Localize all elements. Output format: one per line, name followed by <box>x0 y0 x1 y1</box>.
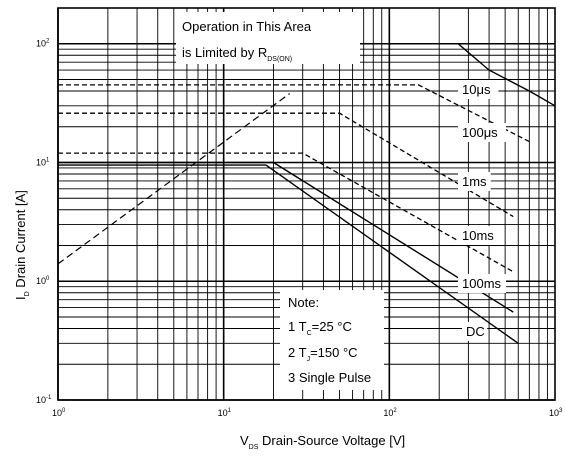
series-dc-line <box>58 164 519 344</box>
curve-label-bg <box>458 80 499 99</box>
curve-label-bg <box>458 123 506 142</box>
y-tick-label: 10-1 <box>36 395 52 405</box>
grid <box>57 7 556 401</box>
x-tick-label: 103 <box>549 408 563 418</box>
curve-label-10ms: 10ms <box>462 228 494 243</box>
note-line-2: 2 TJ=150 °C <box>288 345 358 363</box>
series-1ms-line <box>58 112 514 218</box>
curve-label-bg <box>458 226 499 245</box>
note-title: Note: <box>288 295 319 310</box>
curve-label-100s: 100μs <box>462 125 498 140</box>
note-line-1: 1 TC=25 °C <box>288 319 352 337</box>
rdson-annotation: Operation in This Area is Limited by RDS… <box>176 12 360 64</box>
curve-label-bg <box>462 322 488 341</box>
series-10ms-line <box>58 152 514 273</box>
curve-label-dc: DC <box>466 324 485 339</box>
series-100s-line <box>58 84 530 143</box>
x-tick-label: 102 <box>383 408 397 418</box>
series-rdson-limit-line <box>57 93 290 265</box>
y-tick-label: 101 <box>36 157 50 167</box>
y-tick-label: 100 <box>36 276 50 286</box>
y-tick-label: 102 <box>36 39 50 49</box>
note-box: Note: 1 TC=25 °C 2 TJ=150 °C 3 Single Pu… <box>280 290 384 390</box>
curve-label-1ms: 1ms <box>462 174 487 189</box>
x-tick-label: 101 <box>218 408 232 418</box>
curve-label-100ms: 100ms <box>462 276 502 291</box>
curve-labels: 10μs 100μs 1ms 10ms 100ms DC <box>458 80 506 341</box>
series-100ms-line <box>58 161 514 313</box>
x-tick-label: 100 <box>52 408 66 418</box>
curve-label-bg <box>458 172 491 191</box>
curve-label-10s: 10μs <box>462 82 491 97</box>
y-axis-title: ID Drain Current [A] <box>13 190 31 300</box>
note-line-3: 3 Single Pulse <box>288 370 371 385</box>
annotation-line-1: Operation in This Area <box>182 19 312 34</box>
x-axis-title: VDS Drain-Source Voltage [V] <box>240 433 405 451</box>
curve-label-bg <box>458 274 506 293</box>
annotation-line-2: is Limited by RDS(ON) <box>182 45 292 63</box>
